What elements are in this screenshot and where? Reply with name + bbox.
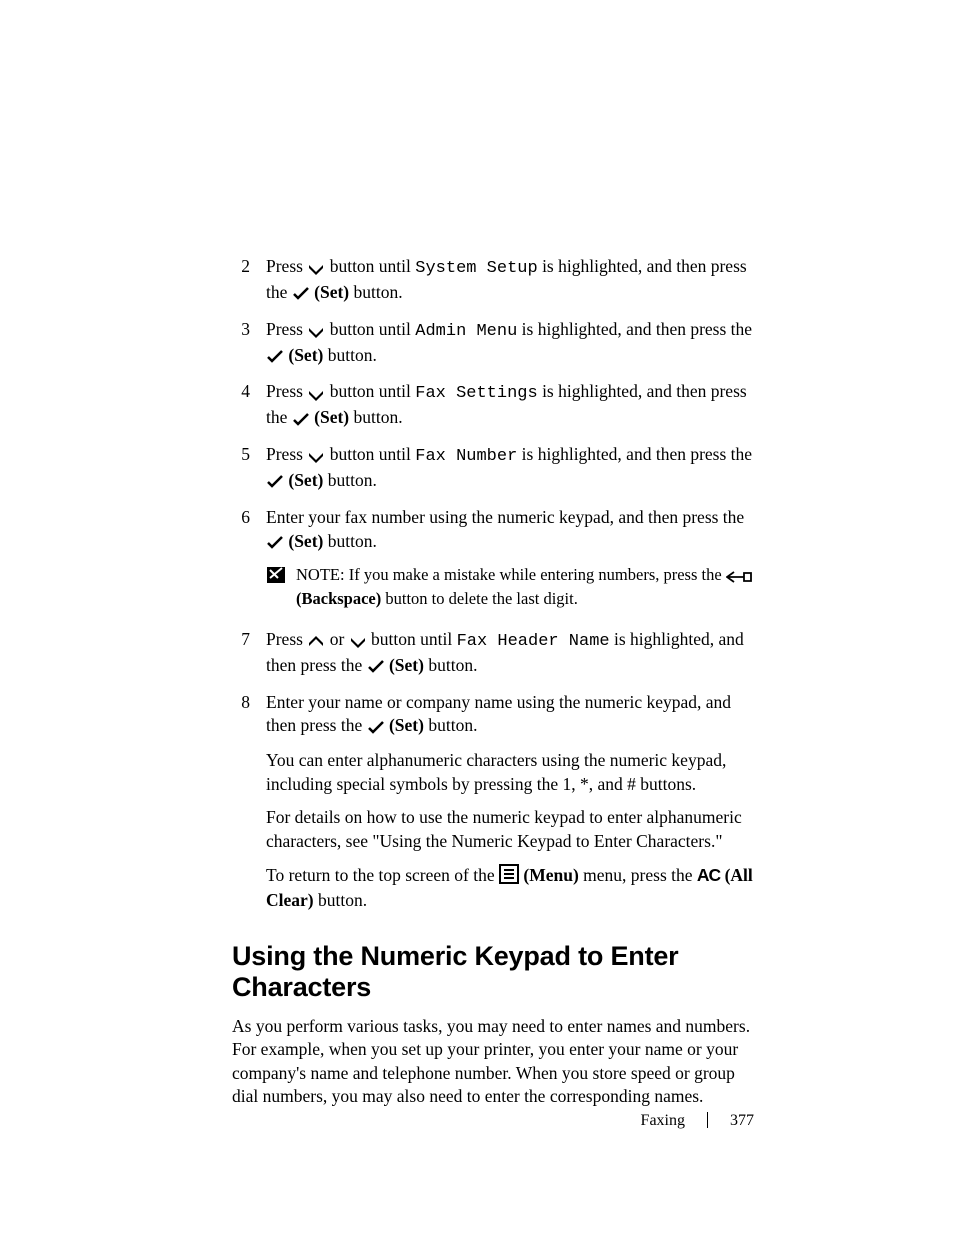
step-text: Press	[266, 319, 307, 339]
step-item: 5 Press button until Fax Number is highl…	[232, 443, 754, 494]
step-body: Press button until Fax Settings is highl…	[266, 380, 754, 431]
note-text: button to delete the last digit.	[381, 589, 578, 608]
step-text: button.	[424, 655, 477, 675]
set-button-label: (Set)	[288, 531, 323, 551]
step-number: 8	[232, 691, 266, 715]
step-number: 5	[232, 443, 266, 467]
step-text: button until	[325, 319, 415, 339]
down-arrow-icon	[307, 444, 325, 468]
menu-button-label: (Menu)	[523, 865, 578, 885]
menu-item-label: Fax Number	[415, 447, 517, 466]
manual-page: 2 Press button until System Setup is hig…	[0, 0, 954, 1235]
check-icon	[266, 470, 284, 494]
down-arrow-icon	[307, 382, 325, 406]
step-number: 7	[232, 628, 266, 652]
menu-item-label: System Setup	[415, 259, 537, 278]
step-body: Press or button until Fax Header Name is…	[266, 628, 754, 679]
step-text: is highlighted, and then press the	[517, 444, 752, 464]
check-icon	[367, 716, 385, 740]
step-item: 6 Enter your fax number using the numeri…	[232, 506, 754, 616]
step-body: Enter your fax number using the numeric …	[266, 506, 754, 616]
page-footer: Faxing 377	[641, 1112, 754, 1130]
footer-section: Faxing	[641, 1112, 685, 1129]
note-block: NOTE: If you make a mistake while enteri…	[266, 564, 754, 610]
note-text: If you make a mistake while entering num…	[349, 565, 726, 584]
step-text: Press	[266, 256, 307, 276]
backspace-label: (Backspace)	[296, 589, 381, 608]
step-text: button.	[328, 531, 377, 551]
step-text: Press	[266, 444, 307, 464]
step-list: 2 Press button until System Setup is hig…	[232, 255, 754, 913]
down-arrow-icon	[307, 319, 325, 343]
step-text: Enter your fax number using the numeric …	[266, 507, 744, 527]
step-text: button.	[314, 890, 367, 910]
step-item: 7 Press or button until Fax Header Name …	[232, 628, 754, 679]
backspace-icon	[726, 565, 752, 587]
step-item: 2 Press button until System Setup is hig…	[232, 255, 754, 306]
note-prefix: NOTE:	[296, 565, 349, 584]
step-item: 8 Enter your name or company name using …	[232, 691, 754, 913]
step-number: 6	[232, 506, 266, 530]
step-body: Press button until System Setup is highl…	[266, 255, 754, 306]
down-arrow-icon	[349, 629, 367, 653]
intro-paragraph: As you perform various tasks, you may ne…	[232, 1015, 754, 1110]
step-text: menu, press the	[579, 865, 697, 885]
step-text: button.	[349, 282, 402, 302]
step-para: For details on how to use the numeric ke…	[266, 806, 754, 853]
step-text: To return to the top screen of the	[266, 865, 499, 885]
down-arrow-icon	[307, 256, 325, 280]
step-number: 3	[232, 318, 266, 342]
set-button-label: (Set)	[314, 282, 349, 302]
footer-page-number: 377	[730, 1112, 754, 1129]
step-text: button until	[367, 629, 457, 649]
check-icon	[266, 531, 284, 555]
section-heading: Using the Numeric Keypad to Enter Charac…	[232, 941, 754, 1003]
note-icon	[266, 566, 286, 588]
step-text: Press	[266, 381, 307, 401]
step-text: Enter your name or company name using th…	[266, 692, 731, 736]
step-item: 4 Press button until Fax Settings is hig…	[232, 380, 754, 431]
up-arrow-icon	[307, 629, 325, 653]
step-text: button.	[424, 715, 477, 735]
step-text: button.	[323, 345, 376, 365]
set-button-label: (Set)	[288, 345, 323, 365]
footer-separator	[707, 1112, 708, 1128]
set-button-label: (Set)	[389, 655, 424, 675]
check-icon	[266, 345, 284, 369]
set-button-label: (Set)	[314, 407, 349, 427]
step-text: Press	[266, 629, 307, 649]
step-body: Enter your name or company name using th…	[266, 691, 754, 913]
step-para: You can enter alphanumeric characters us…	[266, 749, 754, 796]
check-icon	[292, 408, 310, 432]
check-icon	[292, 282, 310, 306]
step-text: button.	[323, 470, 376, 490]
step-item: 3 Press button until Admin Menu is highl…	[232, 318, 754, 369]
check-icon	[367, 655, 385, 679]
step-body: Press button until Admin Menu is highlig…	[266, 318, 754, 369]
set-button-label: (Set)	[288, 470, 323, 490]
set-button-label: (Set)	[389, 715, 424, 735]
step-text: button until	[325, 256, 415, 276]
step-text: button until	[325, 444, 415, 464]
all-clear-symbol: AC	[697, 865, 720, 885]
step-text: or	[325, 629, 348, 649]
step-text: button.	[349, 407, 402, 427]
step-text: is highlighted, and then press the	[517, 319, 752, 339]
menu-item-label: Fax Settings	[415, 384, 537, 403]
menu-item-label: Fax Header Name	[457, 632, 610, 651]
step-number: 2	[232, 255, 266, 279]
menu-icon	[499, 864, 519, 889]
menu-item-label: Admin Menu	[415, 322, 517, 341]
step-number: 4	[232, 380, 266, 404]
step-text: button until	[325, 381, 415, 401]
step-body: Press button until Fax Number is highlig…	[266, 443, 754, 494]
